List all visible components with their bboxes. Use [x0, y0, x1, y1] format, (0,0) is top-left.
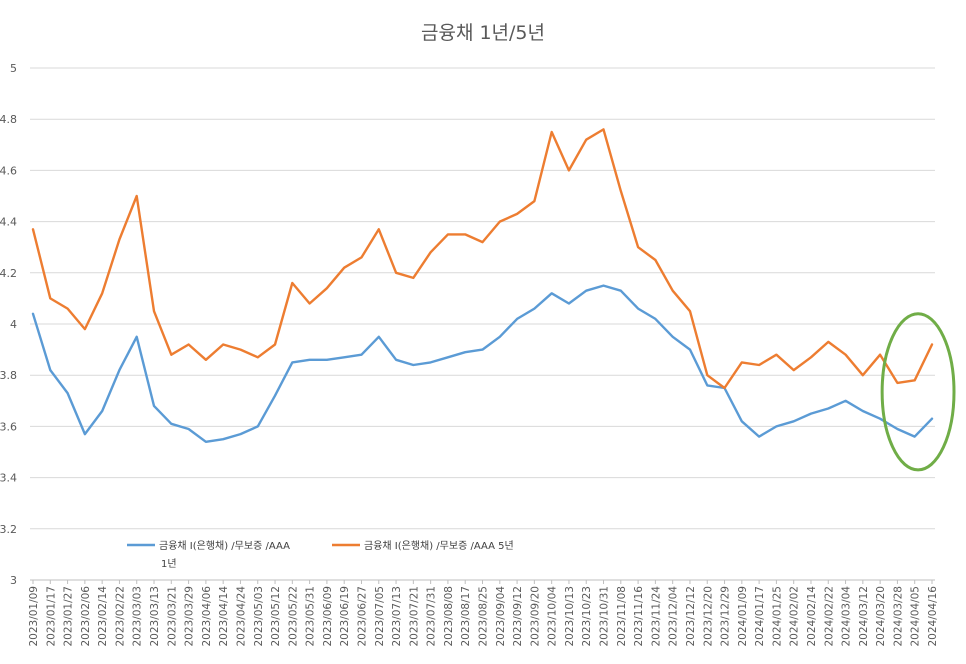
x-tick-label: 2023/07/21 — [408, 586, 420, 647]
x-tick-label: 2023/12/20 — [702, 586, 714, 647]
x-tick-label: 2024/04/16 — [927, 586, 939, 647]
x-tick-label: 2023/04/24 — [235, 586, 247, 647]
y-tick-label: 3.6 — [0, 420, 17, 433]
x-tick-label: 2023/04/14 — [218, 586, 230, 647]
x-tick-label: 2023/10/23 — [581, 586, 593, 647]
y-tick-label: 5 — [10, 62, 17, 75]
x-tick-label: 2023/03/21 — [166, 586, 178, 647]
x-tick-label: 2024/01/09 — [737, 586, 749, 647]
x-tick-label: 2024/03/20 — [875, 586, 887, 647]
x-tick-label: 2023/05/12 — [270, 586, 282, 647]
series-lines — [31, 128, 934, 443]
x-tick-label: 2024/03/28 — [892, 586, 904, 647]
legend-label-1y-suffix: 1년 — [161, 558, 177, 570]
x-tick-label: 2023/05/31 — [305, 586, 317, 647]
x-tick-label: 2023/03/03 — [132, 586, 144, 647]
x-tick-label: 2023/03/13 — [149, 586, 161, 647]
y-tick-label: 4.8 — [0, 113, 17, 126]
x-tick-label: 2023/11/08 — [616, 586, 628, 647]
x-tick-label: 2023/06/09 — [322, 586, 334, 647]
x-tick-label: 2023/03/29 — [184, 586, 196, 647]
y-tick-label: 3 — [10, 574, 17, 587]
x-tick-label: 2023/06/27 — [356, 586, 368, 647]
x-tick-label: 2023/01/27 — [63, 586, 75, 647]
y-tick-label: 4.4 — [0, 216, 17, 229]
x-tick-label: 2024/03/04 — [841, 586, 853, 647]
x-tick-label: 2024/01/25 — [771, 586, 783, 647]
y-tick-label: 4.2 — [0, 267, 17, 280]
y-tick-label: 4 — [10, 318, 17, 331]
x-tick-label: 2024/01/17 — [754, 586, 766, 647]
x-tick-label: 2023/04/06 — [201, 586, 213, 647]
chart-title: 금융채 1년/5년 — [420, 22, 546, 44]
y-tick-label: 3.8 — [0, 369, 17, 382]
x-tick-label: 2023/09/12 — [512, 586, 524, 647]
x-tick-label: 2023/01/09 — [28, 586, 40, 647]
x-tick-label: 2023/10/04 — [547, 586, 559, 647]
legend-label-1y: 금융채 I(은행채) /무보증 /AAA — [159, 540, 290, 552]
x-tick-label: 2023/12/29 — [720, 586, 732, 647]
x-tick-label: 2023/11/16 — [633, 586, 645, 647]
series-line-5y — [31, 128, 934, 390]
x-tick-label: 2024/02/22 — [823, 586, 835, 647]
y-tick-label: 4.6 — [0, 164, 17, 177]
legend-label-5y: 금융채 I(은행채) /무보증 /AAA 5년 — [364, 540, 514, 552]
x-tick-label: 2023/05/03 — [253, 586, 265, 647]
annotation — [880, 312, 956, 472]
series-line-1y — [31, 284, 934, 443]
x-tick-label: 2023/09/20 — [529, 586, 541, 647]
x-tick-label: 2023/11/24 — [650, 586, 662, 647]
x-tick-label: 2023/02/22 — [114, 586, 126, 647]
x-tick-label: 2023/06/19 — [339, 586, 351, 647]
x-tick-label: 2023/02/14 — [97, 586, 109, 647]
x-tick-label: 2023/10/13 — [564, 586, 576, 647]
x-tick-label: 2023/07/13 — [391, 586, 403, 647]
x-tick-label: 2023/08/25 — [478, 586, 490, 647]
x-tick-label: 2024/04/05 — [910, 586, 922, 647]
x-tick-label: 2023/07/05 — [374, 586, 386, 647]
x-tick-label: 2023/05/22 — [287, 586, 299, 647]
x-tick-label: 2024/02/14 — [806, 586, 818, 647]
y-tick-label: 3.4 — [0, 472, 17, 485]
x-tick-label: 2023/10/31 — [599, 586, 611, 647]
gridlines — [30, 67, 935, 530]
x-tick-label: 2023/12/04 — [668, 586, 680, 647]
x-tick-label: 2023/08/08 — [443, 586, 455, 647]
x-tick-label: 2023/02/06 — [80, 586, 92, 647]
legend: 금융채 I(은행채) /무보증 /AAA 1년 금융채 I(은행채) /무보증 /A… — [127, 540, 514, 570]
x-tick-label: 2024/02/02 — [789, 586, 801, 647]
x-axis: 2023/01/09 2023/01/17 2023/01/27 2023/02/06… — [28, 579, 939, 647]
y-tick-label: 3.2 — [0, 523, 17, 536]
highlight-ellipse — [880, 312, 956, 472]
x-tick-label: 2023/08/17 — [460, 586, 472, 647]
x-tick-label: 2023/09/04 — [495, 586, 507, 647]
x-tick-label: 2023/01/17 — [45, 586, 57, 647]
x-tick-label: 2023/07/31 — [426, 586, 438, 647]
x-tick-label: 2024/03/12 — [858, 586, 870, 647]
x-tick-label: 2023/12/12 — [685, 586, 697, 647]
y-axis-ticks: 3 3.2 3.4 3.6 3.8 4 4.2 4.4 4.6 4.8 5 — [0, 62, 17, 587]
